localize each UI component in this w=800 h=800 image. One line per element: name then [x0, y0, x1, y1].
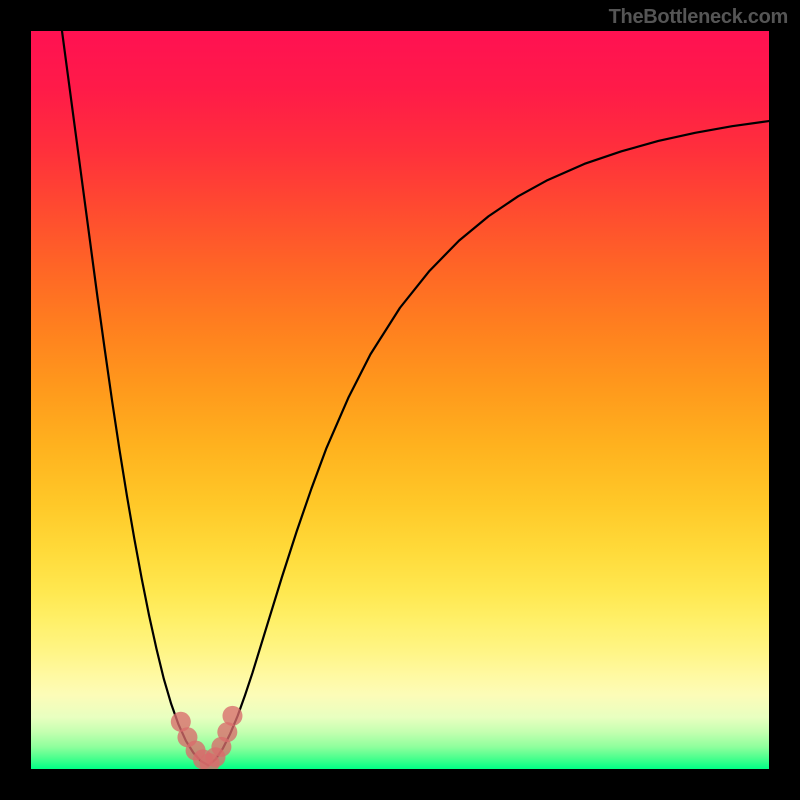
watermark-text: TheBottleneck.com	[609, 6, 788, 29]
plot-area	[31, 31, 769, 769]
plot-svg	[31, 31, 769, 769]
scatter-point	[222, 706, 242, 726]
frame: TheBottleneck.com	[0, 0, 800, 800]
